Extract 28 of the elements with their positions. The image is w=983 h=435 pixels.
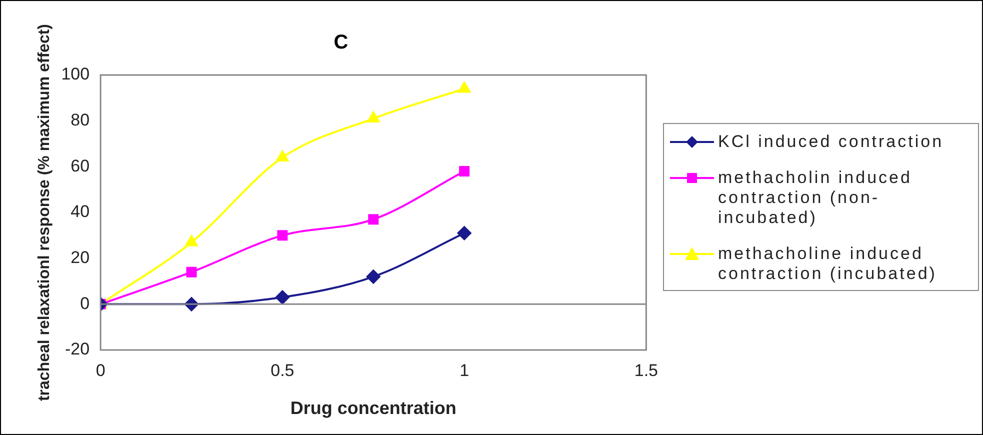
legend-label: KCl induced contraction xyxy=(718,132,944,152)
point xyxy=(457,226,472,240)
point xyxy=(276,150,289,162)
point xyxy=(277,230,288,241)
y-tick-label: 0 xyxy=(80,294,90,313)
point xyxy=(459,166,470,176)
y-tick-label: 100 xyxy=(61,64,90,84)
legend-label: methacholin induced contraction (non-incubated) xyxy=(718,168,913,228)
point xyxy=(366,270,380,284)
x-tick-label: 1.5 xyxy=(634,360,658,380)
x-tick-label: 0 xyxy=(96,360,106,380)
y-tick-label: 80 xyxy=(70,110,90,130)
point xyxy=(368,214,379,225)
x-axis-title: Drug concentration xyxy=(290,398,456,418)
y-tick-label: 20 xyxy=(70,248,90,268)
y-tick-label: 60 xyxy=(70,156,90,176)
chart-title: C xyxy=(334,32,348,54)
y-axis-title: tracheal relaxationl response (% maximum effect) xyxy=(36,24,54,402)
legend-label: methacholine induced contraction (incubated) xyxy=(718,244,938,284)
point xyxy=(275,290,290,304)
point xyxy=(367,112,380,123)
y-tick-label: 40 xyxy=(70,202,90,222)
point xyxy=(458,82,471,93)
y-tick-label: -20 xyxy=(64,340,90,359)
x-tick-label: 1 xyxy=(460,360,470,380)
point xyxy=(185,235,198,246)
point xyxy=(186,266,197,278)
x-tick-label: 0.5 xyxy=(270,360,294,380)
